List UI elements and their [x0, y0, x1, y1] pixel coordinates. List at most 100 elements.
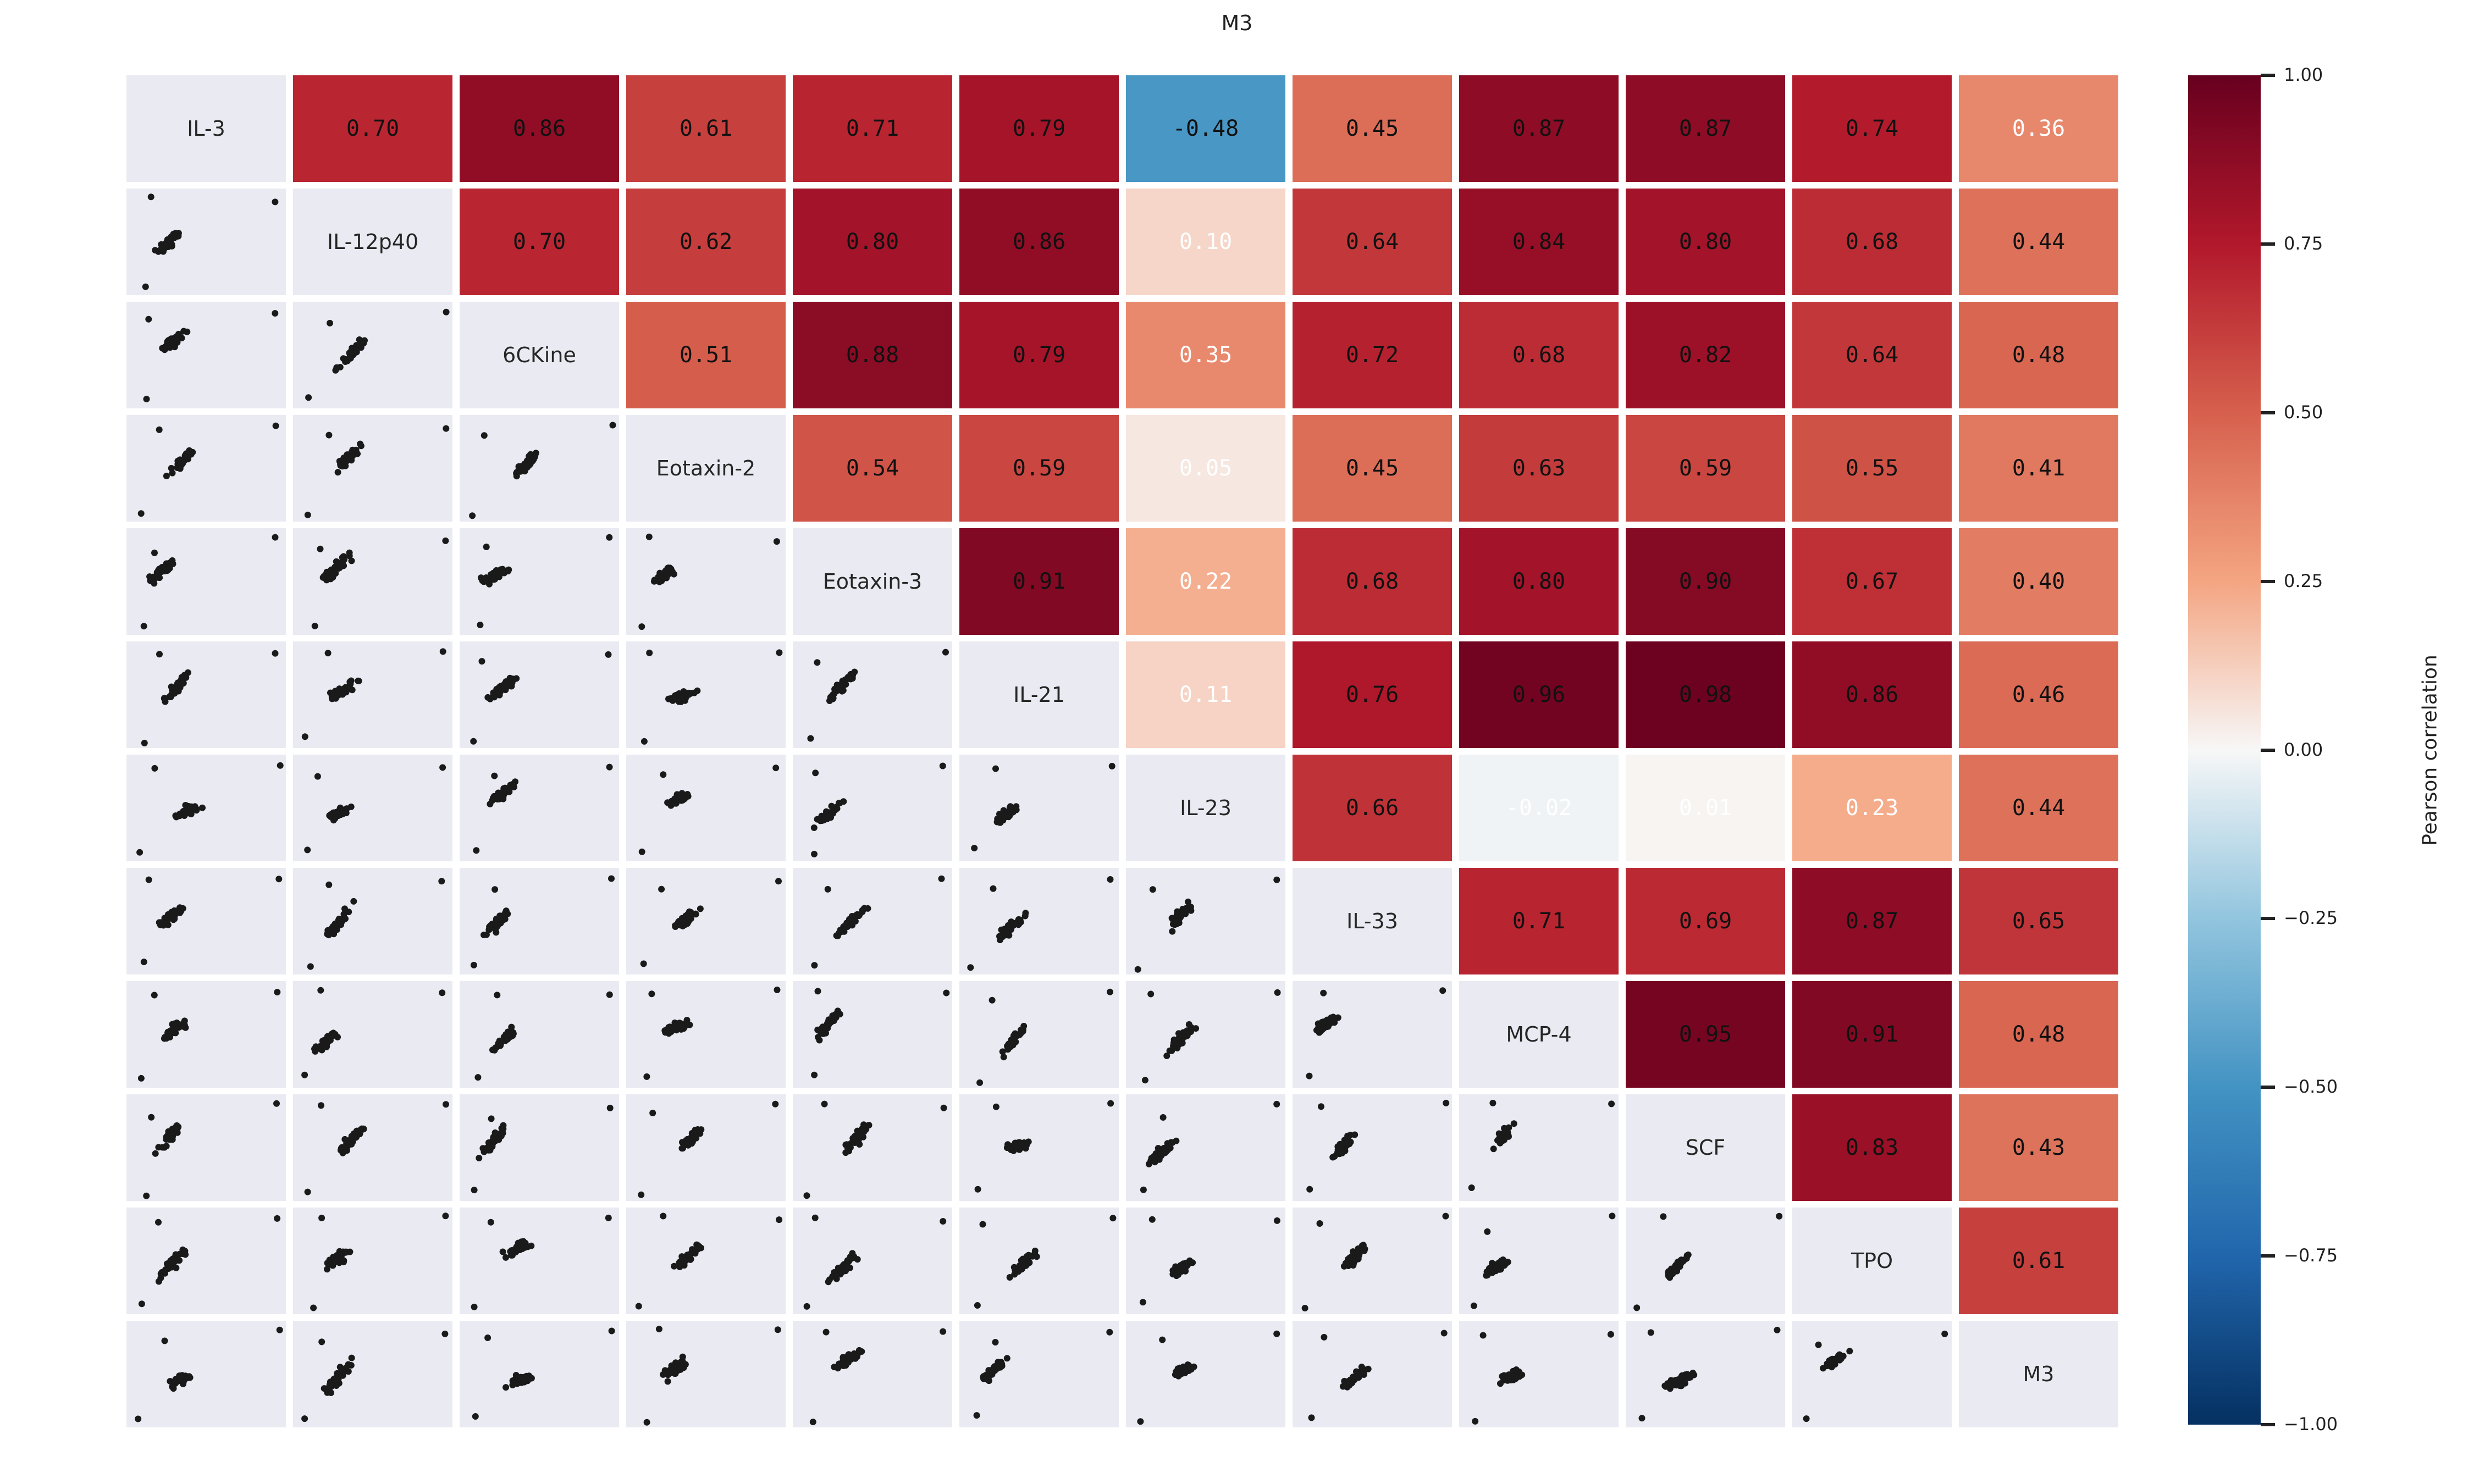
scatter-point	[199, 804, 206, 811]
correlation-cell: 0.48	[1959, 302, 2118, 408]
scatter-plot	[1301, 1212, 1449, 1311]
correlation-cell: 0.44	[1959, 189, 2118, 295]
scatter-point	[1317, 1027, 1324, 1034]
scatter-point	[353, 348, 360, 356]
scatter-point	[187, 804, 194, 811]
scatter-plot	[1638, 1326, 1781, 1422]
correlation-cell: 0.74	[1792, 75, 1952, 182]
scatter-point	[439, 764, 446, 771]
scatter-point	[181, 810, 189, 817]
diagonal-label-cell: SCF	[1626, 1094, 1785, 1201]
scatter-point	[184, 669, 191, 676]
correlation-cell: 0.72	[1293, 302, 1452, 408]
correlation-value: 0.80	[1678, 229, 1732, 254]
scatter-point	[301, 1415, 308, 1422]
scatter-point	[151, 992, 158, 999]
scatter-cell	[1293, 1321, 1452, 1427]
correlation-value: 0.10	[1179, 229, 1233, 254]
scatter-point	[810, 824, 818, 831]
correlation-value: 0.68	[1345, 569, 1399, 594]
scatter-plot	[971, 762, 1115, 851]
scatter-cell	[1293, 1208, 1452, 1314]
scatter-cell	[1126, 981, 1285, 1088]
scatter-point	[506, 788, 513, 795]
correlation-value: 0.54	[846, 456, 899, 481]
scatter-point	[671, 1361, 678, 1369]
scatter-point	[173, 1125, 180, 1132]
scatter-cell	[126, 189, 286, 295]
scatter-point	[999, 1048, 1006, 1055]
correlation-cell: 0.87	[1459, 75, 1619, 182]
scatter-cell	[460, 1321, 619, 1427]
scatter-plot	[140, 534, 279, 630]
scatter-point	[1003, 1355, 1010, 1362]
scatter-cell	[1459, 1208, 1619, 1314]
correlation-value: 0.23	[1845, 795, 1899, 821]
scatter-point	[495, 1131, 502, 1138]
scatter-point	[1010, 1147, 1017, 1154]
scatter-point	[1273, 876, 1280, 883]
scatter-point	[816, 1037, 823, 1044]
scatter-point	[494, 795, 501, 802]
scatter-cell	[959, 755, 1119, 861]
correlation-value: 0.68	[1512, 342, 1566, 368]
correlation-cell: 0.36	[1959, 75, 2118, 182]
correlation-value: 0.45	[1345, 456, 1399, 481]
correlation-cell: 0.84	[1459, 189, 1619, 295]
scatter-cell	[793, 755, 952, 861]
scatter-point	[1498, 1131, 1504, 1138]
correlation-value: 0.63	[1512, 456, 1566, 481]
scatter-point	[809, 1419, 816, 1426]
scatter-point	[1638, 1415, 1645, 1422]
scatter-point	[833, 932, 840, 939]
scatter-point	[940, 1218, 947, 1225]
scatter-point	[1470, 1302, 1477, 1309]
scatter-point	[338, 1256, 345, 1263]
scatter-point	[1185, 1361, 1192, 1369]
correlation-cell: 0.83	[1792, 1094, 1952, 1201]
scatter-point	[151, 580, 158, 587]
scatter-point	[504, 910, 511, 917]
colorbar-tick-mark	[2261, 579, 2275, 583]
scatter-point	[989, 996, 996, 1004]
scatter-cell	[460, 1094, 619, 1201]
scatter-point	[331, 812, 338, 819]
scatter-cell	[126, 868, 286, 974]
scatter-point	[1501, 1376, 1509, 1383]
scatter-cell	[293, 415, 452, 522]
scatter-plot	[811, 988, 950, 1078]
variable-label: SCF	[1685, 1136, 1726, 1160]
correlation-value: 0.87	[1512, 116, 1566, 141]
scatter-point	[137, 1075, 145, 1082]
scatter-cell	[626, 1208, 786, 1314]
scatter-cell	[626, 1321, 786, 1427]
scatter-point	[665, 1030, 672, 1037]
correlation-cell: 0.80	[1459, 528, 1619, 635]
scatter-point	[974, 1186, 981, 1193]
scatter-point	[492, 886, 499, 893]
scatter-point	[852, 1132, 859, 1139]
scatter-point	[151, 549, 158, 556]
correlation-value: 0.80	[846, 229, 899, 254]
correlation-cell: 0.65	[1959, 868, 2118, 974]
scatter-point	[155, 1219, 162, 1226]
scatter-point	[1320, 989, 1327, 996]
scatter-point	[141, 739, 148, 746]
scatter-point	[663, 574, 670, 582]
scatter-point	[1489, 1266, 1496, 1273]
scatter-point	[1006, 812, 1013, 819]
scatter-point	[1468, 1184, 1475, 1191]
scatter-point	[694, 687, 701, 694]
scatter-point	[646, 649, 653, 656]
scatter-point	[976, 1079, 984, 1086]
scatter-point	[1442, 1212, 1449, 1220]
correlation-cell: 0.98	[1626, 641, 1785, 748]
scatter-plot	[136, 762, 284, 856]
scatter-point	[842, 1149, 849, 1156]
correlation-value: 0.76	[1345, 682, 1399, 707]
scatter-point	[1148, 1216, 1156, 1223]
scatter-point	[1273, 1217, 1280, 1224]
scatter-point	[274, 989, 281, 996]
scatter-point	[358, 340, 365, 347]
scatter-point	[834, 1271, 841, 1278]
